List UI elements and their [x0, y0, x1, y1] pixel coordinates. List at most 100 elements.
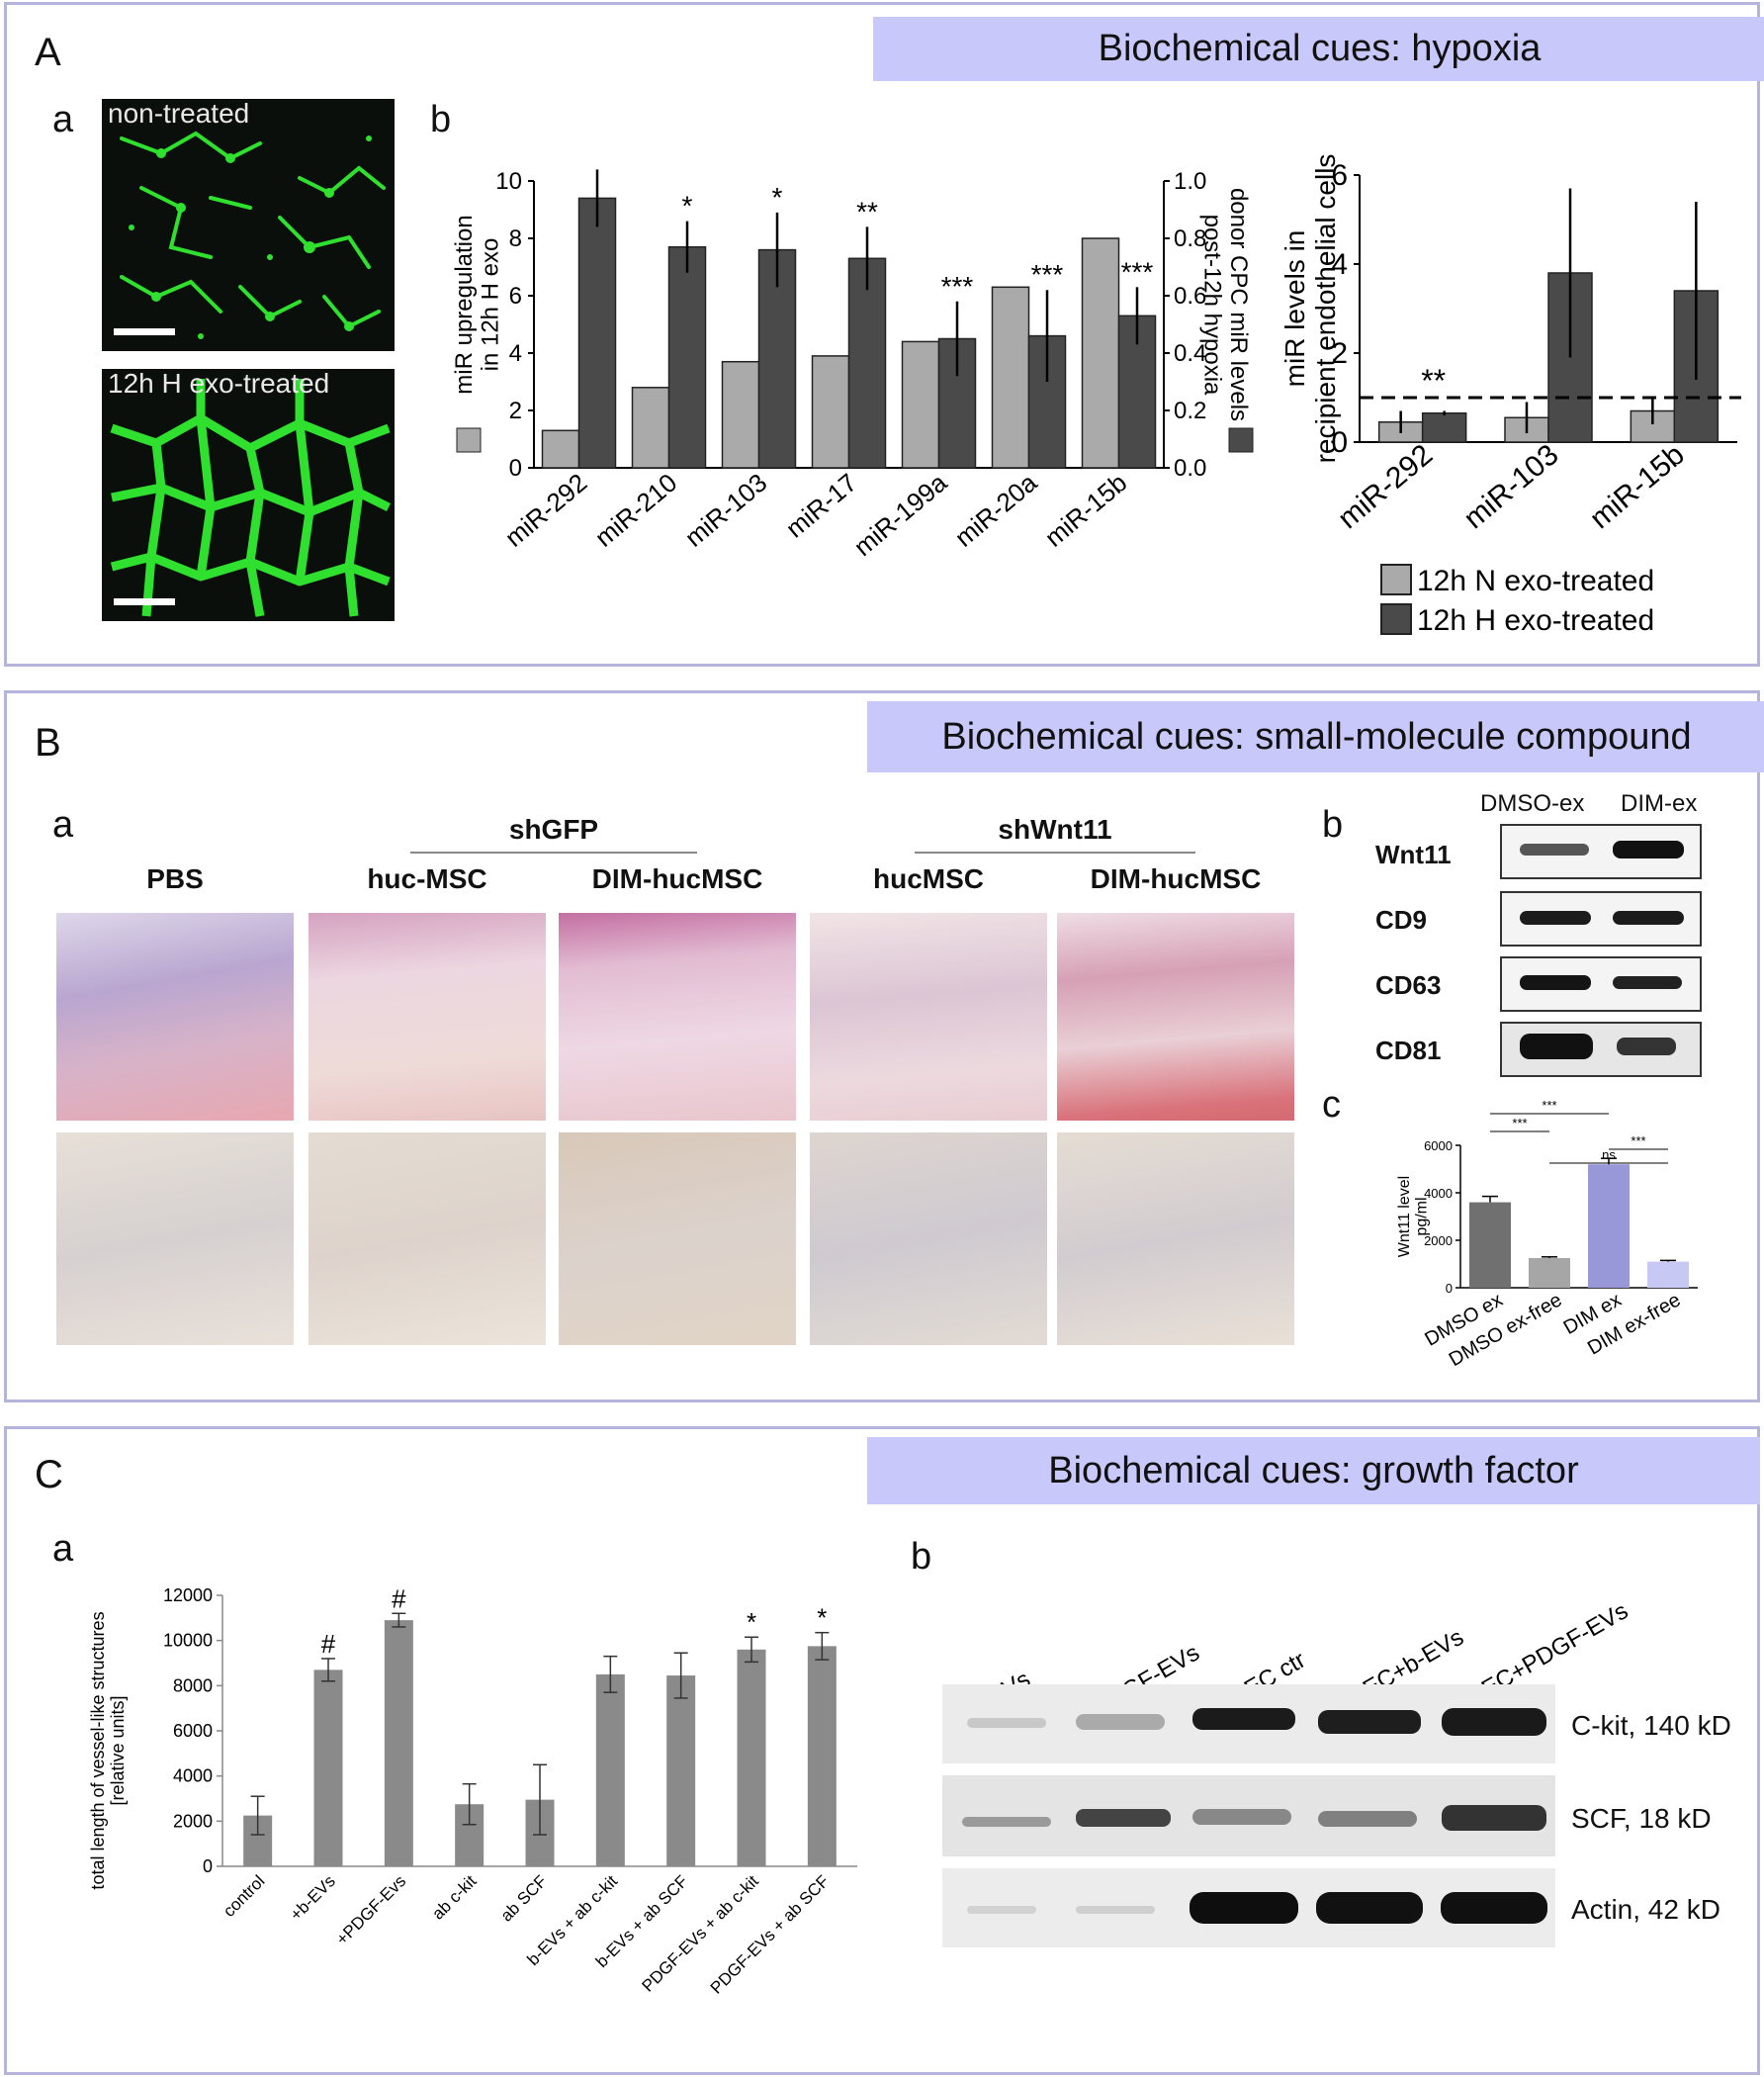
- group-line-shgfp: [410, 852, 697, 854]
- panel-c-letter: C: [35, 1453, 63, 1496]
- bar: [1421, 412, 1467, 443]
- blot-lane-label-dmso-ex: DMSO-ex: [1480, 790, 1585, 817]
- y-tick-label: 6000: [1424, 1138, 1453, 1153]
- y-tick-label: 2000: [173, 1811, 213, 1831]
- significance-marker: ***: [1031, 259, 1064, 290]
- chart-a-b-mir-recipient: 0 2 4 6 ** miR-292 miR-103 miR-15b miR levels in…: [1282, 154, 1741, 637]
- scale-bar: [114, 328, 175, 335]
- y-tick-label: 2000: [1424, 1233, 1453, 1248]
- panel-b-letter: B: [35, 721, 61, 765]
- category-label: miR-17: [780, 468, 862, 544]
- blot-strip-scf: [942, 1775, 1555, 1856]
- column-title-pbs: PBS: [146, 863, 204, 894]
- y-tick-label: 2: [1331, 337, 1348, 370]
- column-title-huc-msc: huc-MSC: [367, 863, 487, 894]
- panel-b-header: Biochemical cues: small-molecule compoun…: [867, 701, 1764, 772]
- band: [1318, 1811, 1417, 1827]
- category-label: miR-292: [1332, 438, 1439, 535]
- y-tick-label: 4000: [1424, 1186, 1453, 1201]
- category-label: PDGF-EVs + ab SCF: [707, 1871, 833, 1997]
- he-stain-hucmsc: [810, 913, 1047, 1121]
- band: [1520, 844, 1589, 856]
- band: [1316, 1892, 1423, 1924]
- vessel-network-dense: 12h H exo-treated: [108, 369, 392, 617]
- y-tick-label: 12000: [163, 1585, 213, 1605]
- significance-marker: *: [817, 1603, 827, 1633]
- significance-marker: *: [682, 191, 693, 222]
- y-tick-label-left: 2: [509, 398, 522, 424]
- band: [1613, 911, 1684, 925]
- band: [1613, 841, 1684, 858]
- bar: [1469, 1202, 1511, 1288]
- category-label: +PDGF-Evs: [332, 1871, 409, 1948]
- significance-marker: **: [856, 196, 878, 226]
- band: [967, 1906, 1036, 1914]
- bar-upregulation: [721, 360, 760, 469]
- he-stain-dim-hucmsc-shwnt11: [1057, 913, 1294, 1121]
- microscopy-non-treated: non-treated: [102, 99, 395, 351]
- panel-a-sub-a: a: [52, 99, 74, 140]
- panel-b-sub-c: c: [1322, 1084, 1341, 1126]
- category-label: ab c-kit: [428, 1871, 480, 1923]
- panel-c: Biochemical cues: growth factor C a b 0 2…: [4, 1426, 1760, 2075]
- y-tick-label-right: 0.6: [1174, 283, 1206, 310]
- band: [1192, 1708, 1295, 1730]
- image-label-non-treated: non-treated: [108, 99, 249, 129]
- he-stain-huc-msc: [309, 913, 546, 1121]
- significance-marker: #: [321, 1629, 336, 1659]
- bar: [1647, 1261, 1689, 1288]
- group-line-shwnt11: [915, 852, 1195, 854]
- panel-b-sub-b: b: [1322, 804, 1344, 846]
- he-stain-pbs: [56, 913, 294, 1121]
- bar-upregulation: [1081, 237, 1120, 469]
- bar-upregulation: [541, 429, 580, 469]
- panel-b-sub-a: a: [52, 804, 74, 846]
- band: [1076, 1714, 1165, 1730]
- bar-upregulation: [991, 286, 1030, 469]
- comparison-label: ***: [1542, 1098, 1556, 1113]
- y-tick-label: 4: [1331, 248, 1348, 281]
- panel-a-letter: A: [35, 31, 61, 74]
- blot-strip-cd9: [1500, 891, 1702, 947]
- significance-marker: ***: [1121, 256, 1154, 287]
- bar: [807, 1646, 837, 1866]
- microscopy-12h-h-exo-treated: 12h H exo-treated: [102, 369, 395, 621]
- y-tick-label: 8000: [173, 1675, 213, 1695]
- band: [1613, 976, 1682, 989]
- band: [1442, 1708, 1546, 1736]
- comparison-label: ns: [1602, 1147, 1616, 1162]
- band: [1318, 1710, 1421, 1734]
- category-label: PDGF-EVs + ab c-kit: [639, 1871, 763, 1996]
- panel-c-header: Biochemical cues: growth factor: [867, 1437, 1760, 1504]
- category-label: miR-20a: [949, 467, 1043, 552]
- blot-row-label-cd9: CD9: [1375, 905, 1428, 935]
- y-tick-label-left: 0: [509, 455, 522, 482]
- band: [1076, 1906, 1155, 1914]
- legend-swatch: [1380, 603, 1412, 635]
- bar-donor-cpc: [577, 197, 617, 469]
- group-label-shwnt11: shWnt11: [998, 814, 1112, 845]
- comparison-label: ***: [1512, 1116, 1527, 1130]
- blot-strip-cd63: [1500, 956, 1702, 1012]
- bar: [666, 1675, 696, 1866]
- band: [967, 1718, 1046, 1728]
- y-tick-label-left: 4: [509, 340, 522, 367]
- category-label: control: [220, 1871, 269, 1921]
- bar: [595, 1673, 625, 1866]
- ihc-stain-pbs: [56, 1132, 294, 1345]
- panel-a-header: Biochemical cues: hypoxia: [873, 17, 1764, 81]
- he-stain-dim-hucmsc-shgfp: [559, 913, 796, 1121]
- category-label: miR-103: [679, 468, 773, 553]
- band: [1190, 1892, 1298, 1924]
- significance-marker: #: [392, 1583, 406, 1613]
- bar-upregulation: [901, 340, 940, 469]
- y-tick-label: 6000: [173, 1721, 213, 1741]
- scale-bar: [114, 598, 175, 605]
- category-label: miR-15b: [1039, 468, 1133, 553]
- y-axis-swatch-right: [1228, 427, 1254, 453]
- blot-strip-wnt11: [1500, 824, 1702, 879]
- y-tick-label: 6: [1331, 159, 1348, 192]
- panel-a-sub-b: b: [430, 99, 452, 140]
- bar-upregulation: [811, 355, 850, 469]
- y-axis-label: miR levels inrecipient endothelial cells: [1282, 154, 1341, 464]
